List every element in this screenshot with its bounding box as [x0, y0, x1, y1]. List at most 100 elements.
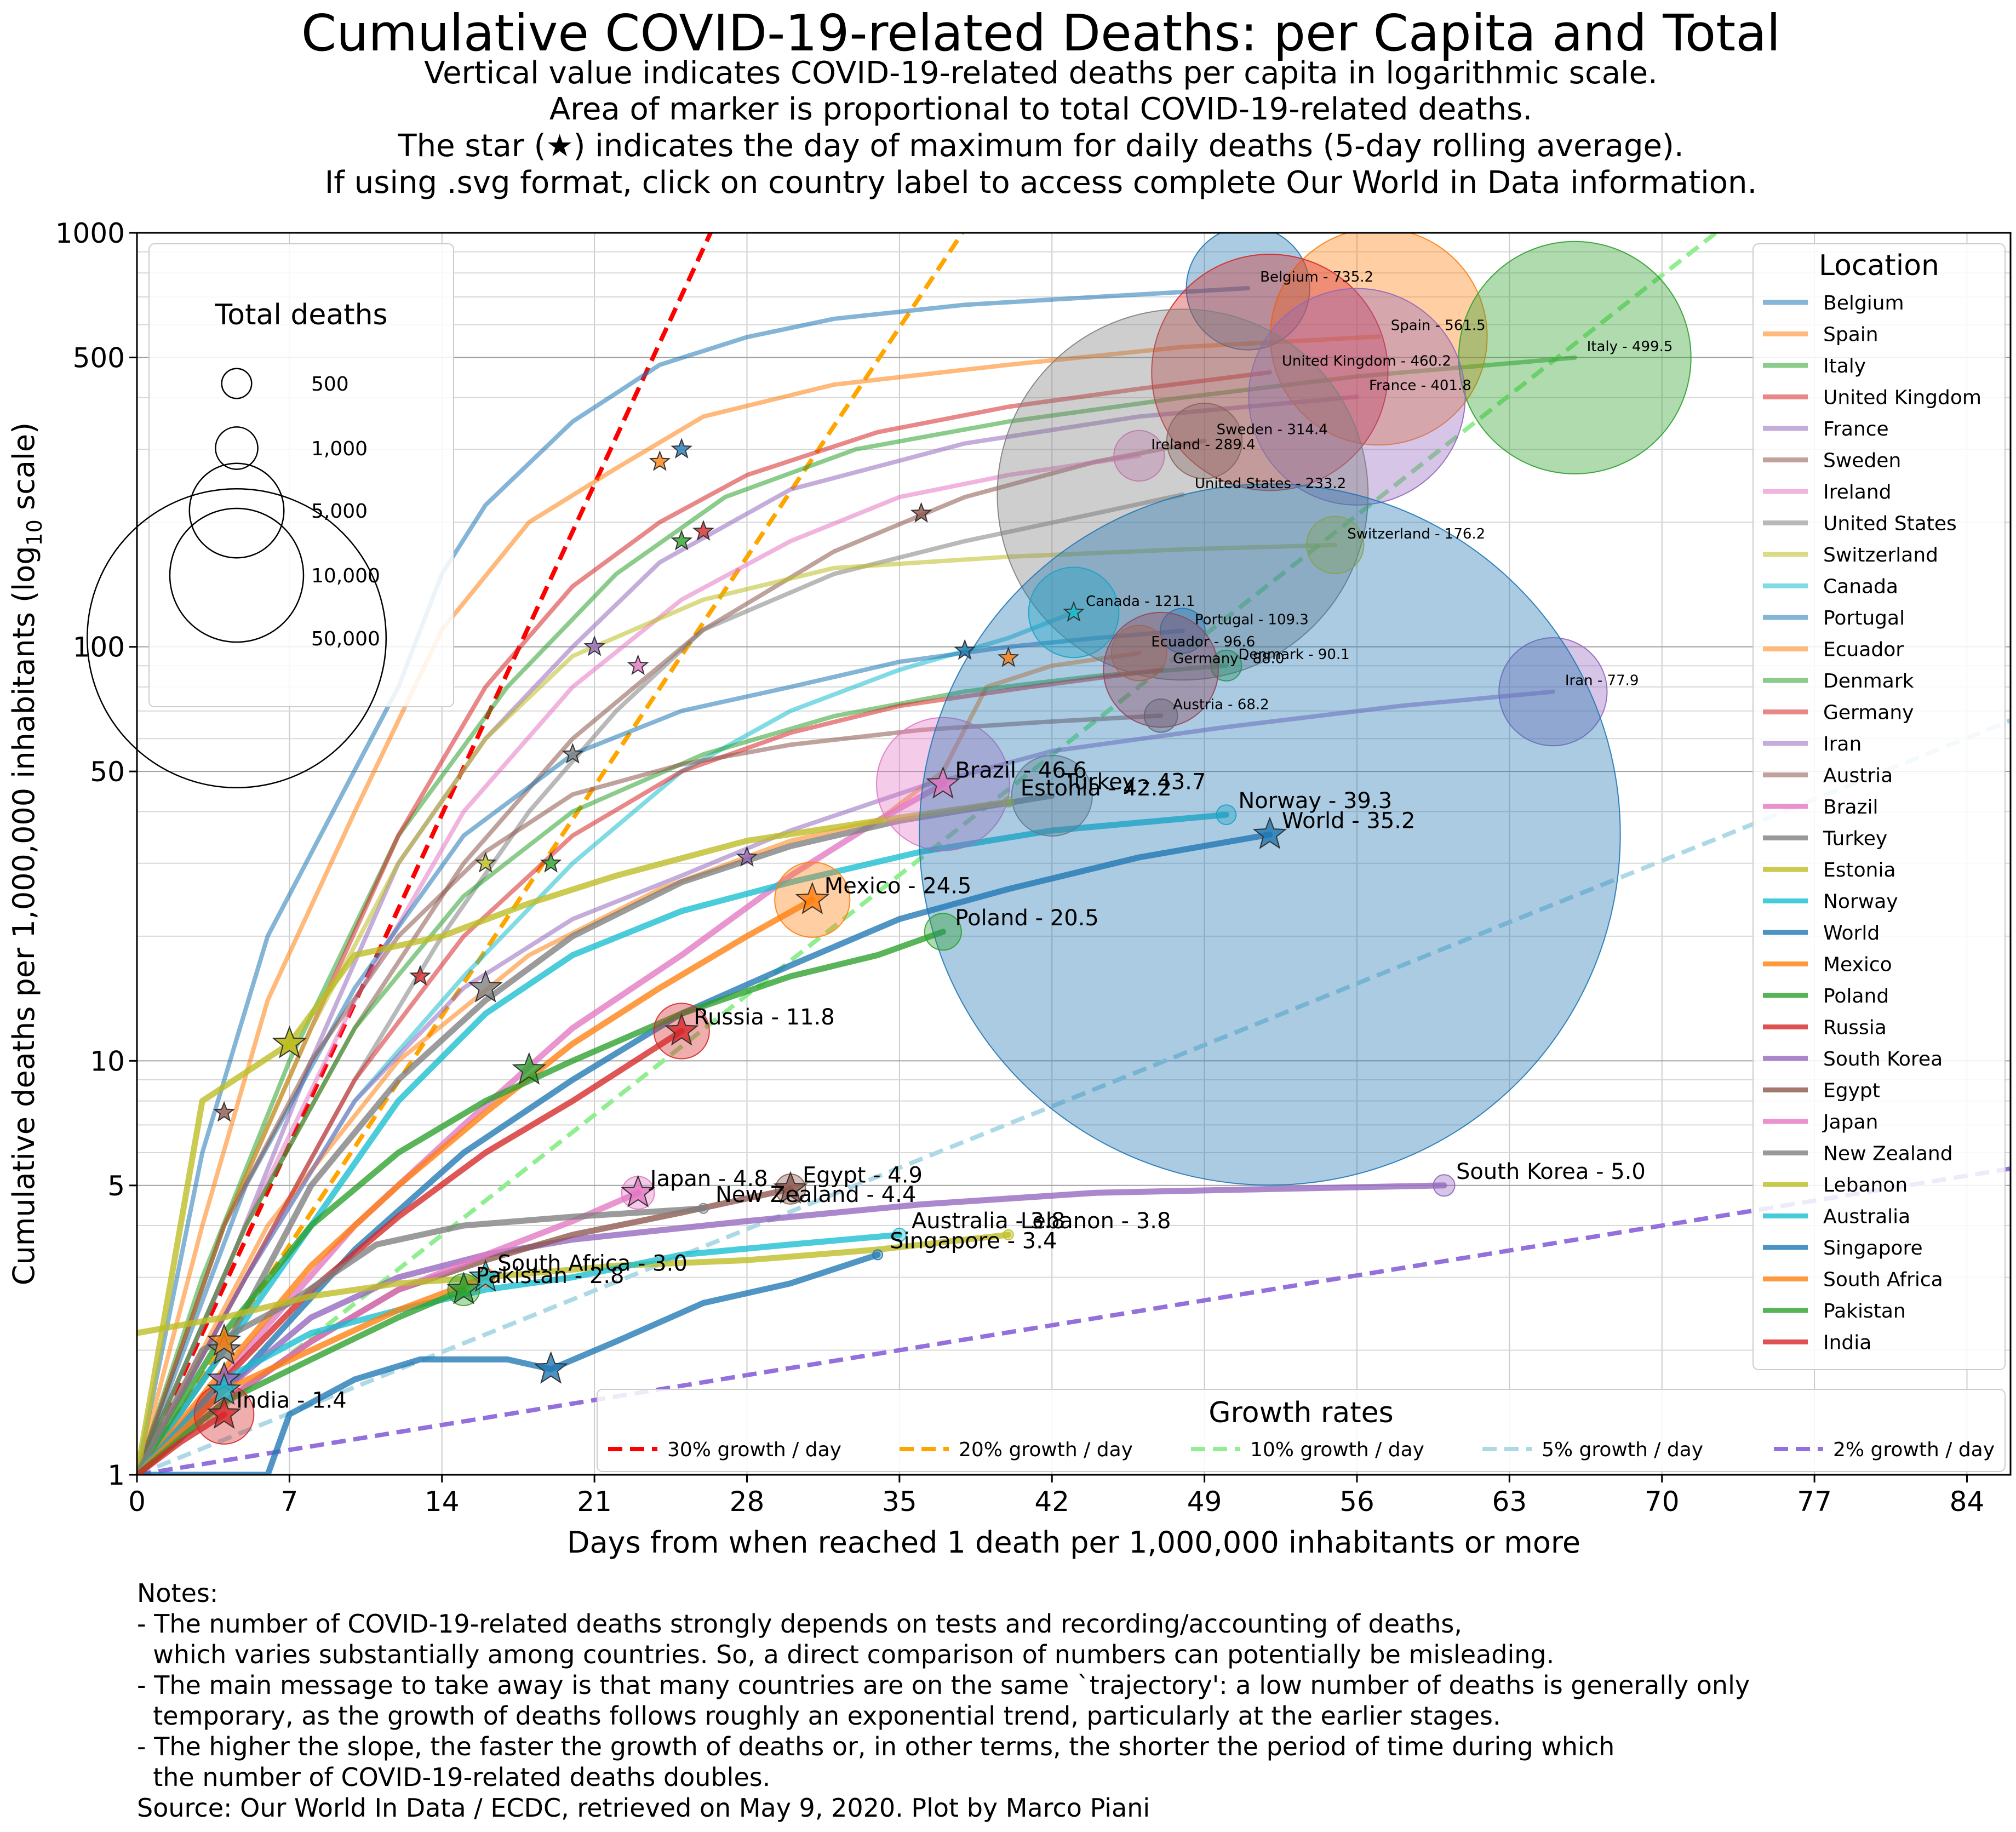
x-tick-label: 56 — [1339, 1486, 1374, 1518]
growth-legend-label: 10% growth / day — [1250, 1439, 1424, 1461]
notes-heading: Notes: — [137, 1578, 219, 1608]
growth-legend: Growth rates 30% growth / day 20% growth … — [597, 1389, 2006, 1472]
subtitle-line: The star (★) indicates the day of maximu… — [397, 128, 1683, 164]
series-end-label: Norway - 39.3 — [1238, 788, 1392, 814]
series-end-marker — [697, 1203, 709, 1214]
series-end-label: Lebanon - 3.8 — [1021, 1209, 1171, 1234]
series-line — [137, 667, 1164, 1475]
x-tick-label: 21 — [577, 1486, 612, 1518]
size-legend-label: 500 — [311, 373, 349, 396]
series-end-marker — [1113, 430, 1165, 482]
location-legend-label: Egypt — [1823, 1080, 1880, 1102]
growth-legend-label: 20% growth / day — [959, 1439, 1133, 1461]
series-line — [137, 811, 1229, 1475]
series-end-marker — [1433, 1174, 1456, 1197]
x-tick-label: 42 — [1034, 1486, 1069, 1518]
series-star — [512, 1052, 547, 1085]
y-tick-label: 5 — [107, 1170, 125, 1202]
series-line — [137, 1411, 227, 1475]
series-end-label: Austria - 68.2 — [1173, 696, 1269, 713]
series-star — [468, 1259, 503, 1292]
location-legend-label: Singapore — [1823, 1237, 1923, 1260]
series-star — [562, 743, 584, 764]
series-end-marker — [1110, 625, 1167, 682]
series-end-label: Russia - 11.8 — [694, 1005, 835, 1030]
growth-rate-line — [137, 233, 713, 1475]
location-legend-label: Portugal — [1823, 607, 1905, 629]
series-line — [137, 689, 1555, 1475]
location-legend-label: Estonia — [1823, 859, 1896, 881]
x-tick-label: 28 — [730, 1486, 765, 1518]
series-star — [207, 1396, 242, 1429]
subtitle-line: Vertical value indicates COVID-19-relate… — [424, 55, 1658, 91]
size-legend-label: 5,000 — [311, 500, 368, 523]
location-legend-label: New Zealand — [1823, 1143, 1953, 1165]
location-legend-label: South Korea — [1823, 1048, 1943, 1070]
x-tick-label: 14 — [425, 1486, 460, 1518]
series-end-marker — [1003, 1229, 1014, 1240]
notes-line: - The higher the slope, the faster the g… — [137, 1732, 1615, 1761]
notes-line: temporary, as the growth of deaths follo… — [137, 1701, 1501, 1731]
series-star — [773, 1171, 808, 1204]
series-end-label: Portugal - 109.3 — [1195, 611, 1309, 628]
series-end-marker — [1151, 254, 1389, 491]
series-end-label: Singapore - 3.4 — [890, 1228, 1057, 1253]
series-end-label: Germany - 88.0 — [1173, 651, 1284, 667]
series-star — [1252, 816, 1287, 849]
series-star — [649, 450, 671, 471]
location-legend-label: India — [1823, 1332, 1871, 1354]
series-line — [137, 394, 1359, 1475]
series-end-label: United States - 233.2 — [1195, 476, 1346, 492]
location-legend-label: United States — [1823, 513, 1957, 535]
y-tick-label: 1000 — [55, 217, 125, 249]
location-legend-label: Iran — [1823, 733, 1862, 755]
y-axis-label-sub: 10 — [22, 519, 47, 546]
notes-line: the number of COVID-19-related deaths do… — [137, 1762, 771, 1792]
series-line — [137, 799, 1012, 1475]
size-legend-circle — [215, 426, 259, 470]
series-end-label: Ecuador - 96.6 — [1151, 634, 1255, 650]
series-end-label: Turkey - 43.7 — [1063, 769, 1206, 794]
series-end-label: Ireland - 289.4 — [1151, 437, 1255, 453]
x-axis-label: Days from when reached 1 death per 1,000… — [567, 1525, 1580, 1560]
location-legend-label: Germany — [1823, 702, 1914, 724]
location-legend-label: United Kingdom — [1823, 387, 1981, 409]
series-end-marker — [1159, 608, 1206, 654]
location-legend-label: Mexico — [1823, 954, 1892, 976]
x-tick-label: 70 — [1645, 1486, 1680, 1518]
series-end-marker — [1103, 611, 1219, 728]
series-end-label: United Kingdom - 460.2 — [1282, 353, 1451, 370]
series-end-label: South Korea - 5.0 — [1456, 1159, 1646, 1184]
series-line — [137, 651, 1142, 1475]
location-legend-label: Russia — [1823, 1017, 1887, 1039]
growth-legend-label: 5% growth / day — [1542, 1439, 1703, 1461]
y-axis-label-main: Cumulative deaths per 1,000,000 inhabita… — [7, 546, 41, 1286]
size-legend-circle — [86, 488, 387, 789]
location-legend-label: Sweden — [1823, 450, 1901, 472]
series-star — [910, 502, 932, 523]
series-star — [540, 851, 562, 873]
location-legend-box — [1752, 243, 2006, 1370]
series-star — [671, 438, 692, 459]
series-line — [137, 713, 1164, 1475]
location-legend: Location Belgium Spain Italy United Kingdom… — [1752, 243, 2006, 1370]
series-end-label: Iran - 77.9 — [1565, 673, 1639, 689]
series-line — [137, 453, 1142, 1475]
size-legend-circle — [169, 507, 305, 643]
series-star — [692, 520, 714, 541]
series-star — [671, 529, 692, 551]
y-tick-label: 500 — [73, 342, 125, 374]
y-tick-label: 50 — [90, 756, 125, 788]
series-line — [137, 355, 1577, 1475]
location-legend-label: Norway — [1823, 891, 1898, 913]
x-tick-label: 7 — [280, 1486, 298, 1518]
growth-legend-box — [597, 1389, 2006, 1472]
location-legend-label: Australia — [1823, 1206, 1910, 1228]
size-legend-label: 10,000 — [311, 565, 380, 587]
series-star — [468, 970, 503, 1003]
location-legend-label: Denmark — [1823, 670, 1914, 692]
notes-line: which varies substantially among countri… — [137, 1640, 1555, 1669]
location-legend-label: Spain — [1823, 324, 1878, 346]
series-end-label: Spain - 561.5 — [1391, 317, 1486, 334]
growth-rate-line — [137, 233, 1717, 1475]
